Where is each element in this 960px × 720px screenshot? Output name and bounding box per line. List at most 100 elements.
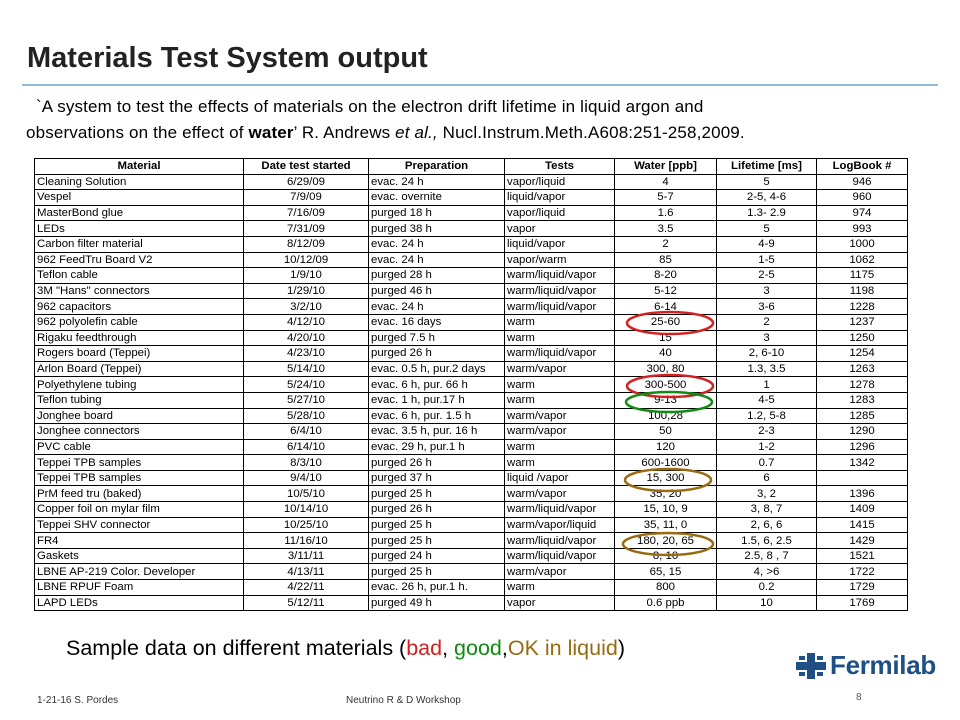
table-cell: purged 38 h <box>368 220 505 237</box>
table-cell: purged 26 h <box>368 345 505 362</box>
table-cell: 4/13/11 <box>243 563 369 581</box>
table-cell: Jonghee connectors <box>34 423 244 440</box>
table-cell: 4/20/10 <box>243 329 369 347</box>
table-cell: warm <box>504 329 615 347</box>
table-cell: warm/vapor/liquid <box>504 516 615 534</box>
table-cell: 1.3- 2.9 <box>716 204 817 222</box>
column-header: Tests <box>504 158 615 175</box>
column-header: Date test started <box>243 158 369 175</box>
table-cell: 3 <box>716 329 817 347</box>
citation-text-c: Nucl.Instrum.Meth.A608:251-258,2009. <box>437 123 745 142</box>
citation-etal: et al., <box>395 123 438 142</box>
table-cell: purged 25 h <box>368 485 505 503</box>
table-cell: warm/liquid/vapor <box>504 267 615 284</box>
fermilab-logo-icon <box>796 652 826 679</box>
table-cell: Teppei TPB samples <box>34 469 244 487</box>
table-cell <box>816 469 908 487</box>
table-cell: LAPD LEDs <box>34 594 244 612</box>
table-cell: LBNE AP-219 Color. Developer <box>34 563 244 581</box>
table-cell: purged 24 h <box>368 547 505 565</box>
table-cell: 4, >6 <box>716 563 817 581</box>
table-cell: 1228 <box>816 298 908 315</box>
table-cell: 1254 <box>816 345 908 362</box>
table-cell: PrM feed tru (baked) <box>34 485 244 503</box>
table-cell: 15, 300 <box>614 469 717 487</box>
table-cell: warm/liquid/vapor <box>504 345 615 362</box>
table-cell: purged 7.5 h <box>368 329 505 347</box>
table-header-row: Material Date test started Preparation Test… <box>34 158 908 175</box>
table-cell: Teflon tubing <box>34 391 244 409</box>
table-row: LAPD LEDs 5/12/11 purged 49 h vapor 0.6 ppb 1… <box>34 594 908 612</box>
table-cell: purged 28 h <box>368 267 505 284</box>
summary-good: good <box>454 636 502 660</box>
table-cell: 35, 20 <box>614 485 717 503</box>
table-cell: 9-13 <box>614 391 717 409</box>
table-cell: 2, 6, 6 <box>716 516 817 534</box>
table-cell: Cleaning Solution <box>34 173 244 191</box>
table-cell: evac. 29 h, pur.1 h <box>368 438 505 456</box>
table-cell: warm <box>504 376 615 393</box>
table-cell: evac. 24 h <box>368 235 505 253</box>
table-cell: 3M "Hans" connectors <box>34 282 244 300</box>
table-cell: 6/4/10 <box>243 423 369 440</box>
table-cell: 1.2, 5-8 <box>716 407 817 425</box>
summary-caption: Sample data on different materials (bad,… <box>66 636 625 661</box>
table-cell: 2 <box>614 235 717 253</box>
table-cell: warm/liquid/vapor <box>504 298 615 315</box>
table-cell: 1175 <box>816 267 908 284</box>
table-cell: 300-500 <box>614 376 717 393</box>
table-cell: 10/5/10 <box>243 485 369 503</box>
table-row: Teppei TPB samples 9/4/10 purged 37 h liqui… <box>34 469 908 487</box>
table-cell: warm/vapor <box>504 360 615 378</box>
table-cell: evac. 6 h, pur. 66 h <box>368 376 505 393</box>
table-cell: 1.5, 6, 2.5 <box>716 532 817 549</box>
table-cell: 85 <box>614 251 717 269</box>
table-cell: 1250 <box>816 329 908 347</box>
table-cell: 10/12/09 <box>243 251 369 269</box>
table-cell: warm <box>504 579 615 596</box>
table-cell: evac. 26 h, pur.1 h. <box>368 579 505 596</box>
table-cell: evac. overnite <box>368 189 505 206</box>
table-cell: 1722 <box>816 563 908 581</box>
table-cell: evac. 1 h, pur.17 h <box>368 391 505 409</box>
table-cell: 11/16/10 <box>243 532 369 549</box>
table-row: 962 polyolefin cable 4/12/10 evac. 16 days… <box>34 313 908 331</box>
footer-date-author: 1-21-16 S. Pordes <box>37 695 119 706</box>
table-cell: 1342 <box>816 454 908 471</box>
table-cell: 4-5 <box>716 391 817 409</box>
table-cell: 4/22/11 <box>243 579 369 596</box>
table-cell: 35, 11, 0 <box>614 516 717 534</box>
citation-line-1: `A system to test the effects of materia… <box>36 97 704 116</box>
table-cell: 5/27/10 <box>243 391 369 409</box>
table-cell: warm/liquid/vapor <box>504 282 615 300</box>
table-cell: 2, 6-10 <box>716 345 817 362</box>
table-cell: warm/vapor <box>504 563 615 581</box>
table-cell: 5/28/10 <box>243 407 369 425</box>
table-cell: 962 capacitors <box>34 298 244 315</box>
table-cell: 1.6 <box>614 204 717 222</box>
table-row: Teppei TPB samples 8/3/10 purged 26 h warm 6… <box>34 454 908 471</box>
table-cell: 1-2 <box>716 438 817 456</box>
table-row: Gaskets 3/11/11 purged 24 h warm/liquid/vap… <box>34 547 908 565</box>
table-cell: 1290 <box>816 423 908 440</box>
table-cell: 2-5, 4-6 <box>716 189 817 206</box>
table-cell: 800 <box>614 579 717 596</box>
table-cell: vapor/liquid <box>504 173 615 191</box>
table-cell: purged 25 h <box>368 516 505 534</box>
table-row: PrM feed tru (baked) 10/5/10 purged 25 h wa… <box>34 485 908 503</box>
table-cell: 50 <box>614 423 717 440</box>
table-cell: Vespel <box>34 189 244 206</box>
table-cell: purged 37 h <box>368 469 505 487</box>
table-cell: 8-20 <box>614 267 717 284</box>
table-row: Vespel 7/9/09 evac. overnite liquid/vapor 5-… <box>34 189 908 206</box>
table-cell: 6/29/09 <box>243 173 369 191</box>
citation-text-b: ’ R. Andrews <box>293 123 396 142</box>
table-cell: 7/31/09 <box>243 220 369 237</box>
table-cell: 1396 <box>816 485 908 503</box>
table-cell: 3/11/11 <box>243 547 369 565</box>
table-cell: warm/liquid/vapor <box>504 532 615 549</box>
table-cell: 65, 15 <box>614 563 717 581</box>
